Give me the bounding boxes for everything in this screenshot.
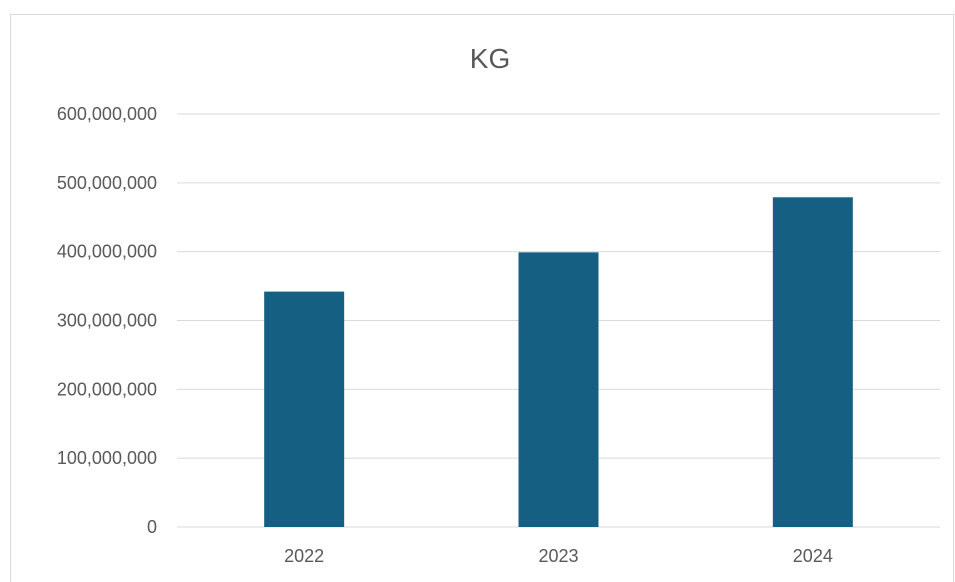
y-axis-ticks: 0 100,000,000 200,000,000 300,000,000 400,00… (57, 104, 157, 537)
x-tick-label: 2023 (538, 546, 578, 566)
y-tick-label: 400,000,000 (57, 242, 157, 262)
y-tick-label: 0 (147, 517, 157, 537)
bar-2023 (518, 252, 599, 528)
bar-2024 (772, 197, 853, 527)
bar-2022 (264, 291, 345, 527)
x-axis-ticks: 2022 2023 2024 (284, 546, 833, 566)
y-tick-label: 100,000,000 (57, 448, 157, 468)
x-tick-label: 2022 (284, 546, 324, 566)
bars (264, 197, 853, 528)
x-tick-label: 2024 (793, 546, 833, 566)
y-tick-label: 600,000,000 (57, 104, 157, 124)
y-tick-label: 300,000,000 (57, 311, 157, 331)
y-tick-label: 200,000,000 (57, 379, 157, 399)
chart-title: KG (470, 43, 510, 74)
y-tick-label: 500,000,000 (57, 173, 157, 193)
